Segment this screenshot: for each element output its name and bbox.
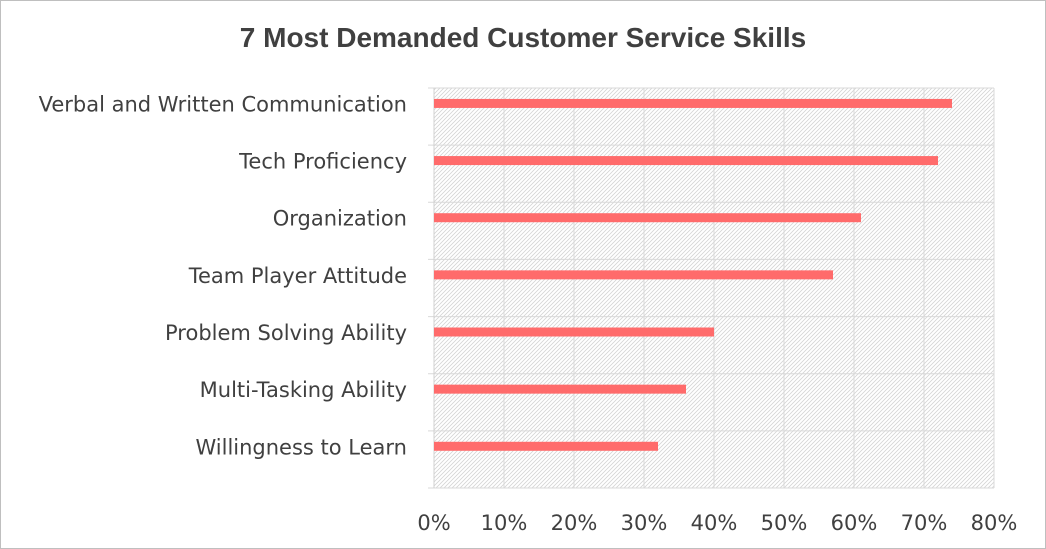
bar bbox=[434, 98, 952, 108]
bar bbox=[434, 441, 658, 451]
bar bbox=[434, 213, 861, 223]
category-label: Willingness to Learn bbox=[195, 435, 407, 459]
category-labels: Verbal and Written Communication Tech Pro… bbox=[39, 92, 407, 459]
bars bbox=[434, 98, 952, 451]
x-tick-label: 10% bbox=[481, 511, 528, 535]
category-label: Team Player Attitude bbox=[188, 264, 407, 288]
x-tick-label: 70% bbox=[901, 511, 948, 535]
category-label: Problem Solving Ability bbox=[165, 321, 407, 345]
x-tick-label: 20% bbox=[551, 511, 598, 535]
chart-title: 7 Most Demanded Customer Service Skills bbox=[239, 22, 807, 53]
x-tick-label: 40% bbox=[691, 511, 738, 535]
x-tick-label: 80% bbox=[971, 511, 1018, 535]
category-label: Tech Proficiency bbox=[238, 150, 407, 174]
x-tick-label: 30% bbox=[621, 511, 668, 535]
category-label: Organization bbox=[273, 207, 407, 231]
category-label: Multi-Tasking Ability bbox=[200, 378, 407, 402]
gridlines bbox=[428, 87, 995, 489]
x-tick-labels: 0% 10% 20% 30% 40% 50% 60% 70% 80% bbox=[417, 511, 1017, 535]
bar bbox=[434, 270, 833, 280]
x-tick-label: 50% bbox=[761, 511, 808, 535]
bar bbox=[434, 156, 938, 166]
bar bbox=[434, 384, 686, 394]
bar bbox=[434, 327, 714, 337]
x-tick-label: 0% bbox=[417, 511, 450, 535]
category-label: Verbal and Written Communication bbox=[39, 92, 407, 116]
x-tick-label: 60% bbox=[831, 511, 878, 535]
